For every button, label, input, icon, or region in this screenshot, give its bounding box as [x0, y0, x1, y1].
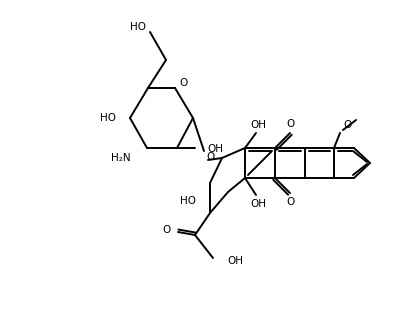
Text: O: O: [286, 119, 294, 129]
Text: O: O: [342, 120, 350, 130]
Text: HO: HO: [130, 22, 146, 32]
Text: OH: OH: [207, 144, 222, 154]
Text: HO: HO: [100, 113, 116, 123]
Text: O: O: [286, 197, 294, 207]
Text: OH: OH: [249, 199, 265, 209]
Text: HO: HO: [179, 196, 196, 206]
Text: OH: OH: [226, 256, 243, 266]
Text: O: O: [162, 225, 171, 235]
Text: O: O: [179, 78, 187, 88]
Text: H₂N: H₂N: [111, 153, 131, 163]
Text: OH: OH: [249, 120, 265, 130]
Text: O: O: [207, 152, 215, 162]
